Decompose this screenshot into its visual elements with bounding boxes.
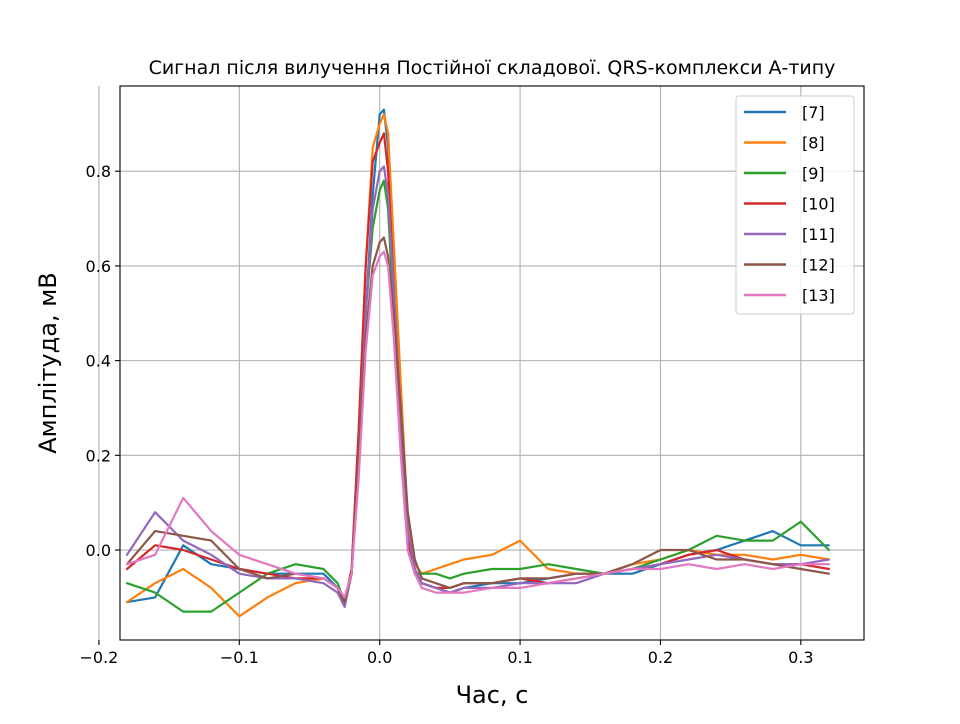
- legend-label: [8]: [802, 134, 825, 153]
- x-axis: −0.2 −0.1 0.0 0.1 0.2 0.3: [80, 640, 814, 667]
- y-tick-label: 0.0: [86, 541, 111, 560]
- y-tick-label: 0.6: [86, 257, 111, 276]
- legend-box: [735, 95, 855, 315]
- x-tick-label: −0.1: [220, 648, 259, 667]
- legend-label: [12]: [802, 256, 835, 275]
- legend-label: [13]: [802, 286, 835, 305]
- y-axis-title: Амплітуда, мВ: [34, 272, 62, 454]
- legend-label: [11]: [802, 225, 835, 244]
- y-tick-label: 0.8: [86, 162, 111, 181]
- series-line-13: [125, 250, 831, 599]
- legend-label: [10]: [802, 195, 835, 214]
- plot-frame: [119, 85, 865, 641]
- y-tick-label: 0.2: [86, 446, 111, 465]
- legend-label: [9]: [802, 164, 825, 183]
- legend-label: [7]: [802, 103, 825, 122]
- legend: [7] [8] [9] [10] [11] [12] [13]: [735, 95, 855, 315]
- x-tick-label: 0.1: [507, 648, 532, 667]
- x-axis-title: Час, с: [456, 681, 529, 709]
- x-tick-label: 0.0: [367, 648, 392, 667]
- chart-title: Сигнал після вилучення Постійної складов…: [149, 57, 836, 79]
- y-axis: 0.0 0.2 0.4 0.6 0.8: [86, 162, 120, 560]
- x-tick-label: 0.3: [788, 648, 813, 667]
- x-tick-label: −0.2: [80, 648, 119, 667]
- x-tick-label: 0.2: [648, 648, 673, 667]
- y-tick-label: 0.4: [86, 352, 111, 371]
- series-layer: [125, 108, 831, 618]
